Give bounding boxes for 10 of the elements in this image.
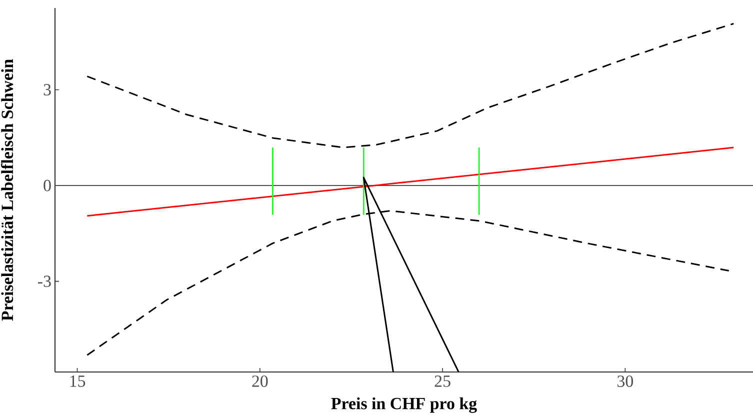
y-tick-label: 3 [44,84,51,96]
y-tick-label: 0 [44,180,51,192]
x-tick-label: 15 [70,376,86,387]
y-axis-title: Preiselastizität Labelfleisch Schwein [1,59,14,321]
line-series [86,22,734,148]
x-tick-label: 30 [618,376,633,387]
x-axis-title: Preis in CHF pro kg [331,397,477,413]
x-tick-label: 20 [252,376,268,387]
x-tick-label: 25 [434,376,450,387]
y-tick-label: -3 [38,276,51,288]
